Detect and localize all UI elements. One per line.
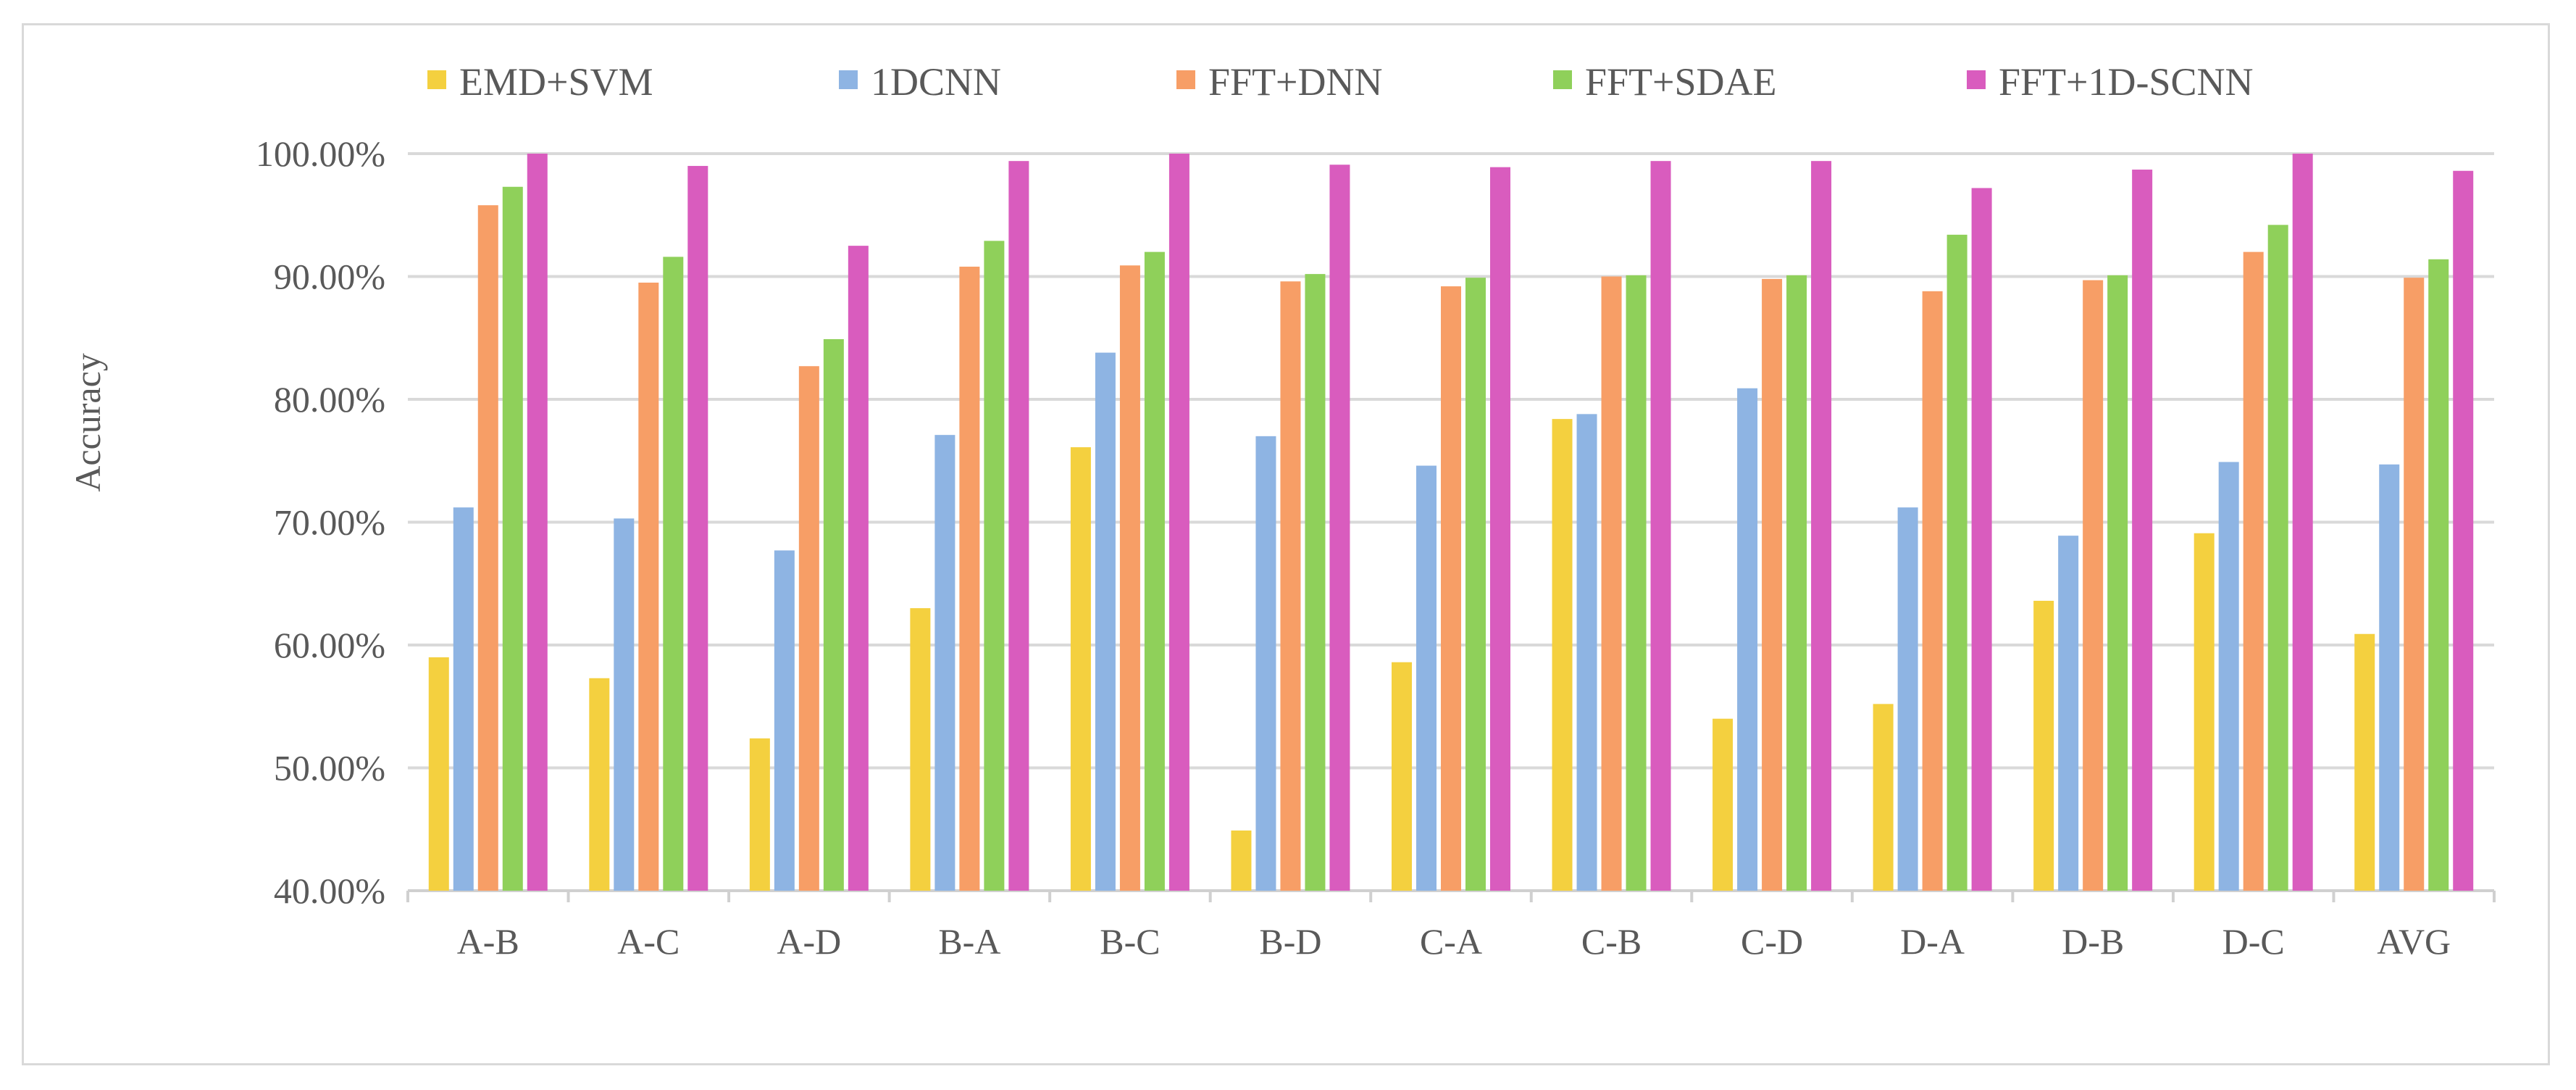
bar bbox=[774, 550, 795, 891]
bar bbox=[2379, 464, 2400, 891]
x-tick-label: B-D bbox=[1259, 921, 1321, 962]
bar bbox=[2404, 278, 2425, 891]
legend-swatch bbox=[1967, 70, 1986, 89]
bar bbox=[1946, 234, 1967, 891]
y-tick-label: 50.00% bbox=[274, 748, 385, 789]
bar bbox=[1095, 352, 1116, 891]
bar bbox=[2453, 170, 2474, 891]
bar bbox=[1626, 275, 1647, 891]
bar bbox=[1897, 507, 1918, 891]
bar bbox=[984, 241, 1005, 891]
bar bbox=[1144, 251, 1165, 891]
bar bbox=[1168, 154, 1189, 891]
bar bbox=[2058, 536, 2079, 891]
x-tick-label: D-B bbox=[2062, 921, 2124, 962]
bar bbox=[1465, 278, 1486, 891]
bar bbox=[2107, 275, 2128, 891]
y-tick-label: 60.00% bbox=[274, 625, 385, 665]
bar bbox=[638, 282, 659, 891]
bar bbox=[1305, 274, 1326, 891]
bar bbox=[2243, 251, 2264, 891]
bar bbox=[614, 518, 635, 891]
x-tick-label: B-A bbox=[938, 921, 1000, 962]
x-tick-label: C-A bbox=[1420, 921, 1482, 962]
legend-swatch bbox=[839, 70, 858, 89]
y-axis-title: Accuracy bbox=[67, 353, 108, 492]
bar bbox=[959, 266, 980, 891]
x-tick-label: D-C bbox=[2222, 921, 2285, 962]
legend-label: FFT+SDAE bbox=[1585, 60, 1777, 104]
bar bbox=[1650, 161, 1671, 891]
legend-swatch bbox=[1176, 70, 1195, 89]
bar bbox=[663, 257, 684, 891]
bar bbox=[1490, 167, 1510, 891]
y-tick-label: 90.00% bbox=[274, 257, 385, 297]
bar bbox=[453, 507, 474, 891]
bar bbox=[934, 435, 955, 891]
bar bbox=[798, 366, 819, 891]
bar bbox=[1737, 388, 1758, 891]
x-tick-label: C-D bbox=[1741, 921, 1803, 962]
bar bbox=[1441, 286, 1461, 891]
bar bbox=[1008, 161, 1029, 891]
y-tick-label: 100.00% bbox=[256, 133, 385, 174]
x-tick-label: A-B bbox=[457, 921, 519, 962]
bar bbox=[848, 246, 869, 891]
bar bbox=[1416, 465, 1437, 891]
bar bbox=[2354, 633, 2375, 891]
bar bbox=[1873, 704, 1894, 891]
bar bbox=[2083, 280, 2104, 891]
x-tick-label: B-C bbox=[1100, 921, 1160, 962]
bar bbox=[1786, 275, 1807, 891]
y-tick-label: 40.00% bbox=[274, 870, 385, 911]
bar bbox=[1552, 419, 1573, 891]
bar bbox=[687, 165, 708, 891]
x-tick-label: AVG bbox=[2377, 921, 2451, 962]
bar bbox=[428, 657, 449, 891]
x-tick-label: D-A bbox=[1900, 921, 1965, 962]
bar bbox=[2218, 462, 2239, 891]
bar bbox=[1280, 281, 1301, 891]
y-tick-label: 80.00% bbox=[274, 379, 385, 420]
legend-swatch bbox=[427, 70, 446, 89]
bar bbox=[1576, 414, 1597, 891]
y-tick-label: 70.00% bbox=[274, 502, 385, 543]
legend-label: FFT+1D-SCNN bbox=[1999, 60, 2254, 104]
x-tick-label: A-D bbox=[777, 921, 841, 962]
bar bbox=[2267, 225, 2288, 891]
bar bbox=[823, 338, 844, 891]
bar bbox=[1255, 436, 1276, 891]
bar bbox=[1329, 165, 1350, 891]
bar bbox=[1231, 830, 1252, 891]
bar bbox=[2132, 170, 2153, 891]
x-tick-label: A-C bbox=[617, 921, 679, 962]
legend-label: EMD+SVM bbox=[459, 60, 653, 104]
bar bbox=[1811, 161, 1832, 891]
legend-label: FFT+DNN bbox=[1208, 60, 1383, 104]
bar bbox=[2292, 154, 2313, 891]
bar bbox=[1922, 291, 1943, 891]
bar bbox=[527, 154, 548, 891]
bar bbox=[910, 608, 931, 891]
bar bbox=[1762, 278, 1783, 891]
bar bbox=[1392, 662, 1412, 891]
bar bbox=[2033, 600, 2054, 891]
bar bbox=[1119, 265, 1140, 891]
legend-swatch bbox=[1553, 70, 1572, 89]
bar bbox=[502, 186, 523, 891]
bar bbox=[2194, 533, 2215, 891]
bar bbox=[749, 738, 770, 891]
bar bbox=[589, 678, 610, 891]
x-tick-label: C-B bbox=[1581, 921, 1642, 962]
bar bbox=[1601, 276, 1622, 891]
bar bbox=[1971, 188, 1992, 891]
bar bbox=[477, 205, 498, 891]
bar bbox=[2428, 259, 2449, 891]
legend-label: 1DCNN bbox=[871, 60, 1001, 104]
bar bbox=[1713, 718, 1734, 891]
bar bbox=[1070, 447, 1091, 891]
